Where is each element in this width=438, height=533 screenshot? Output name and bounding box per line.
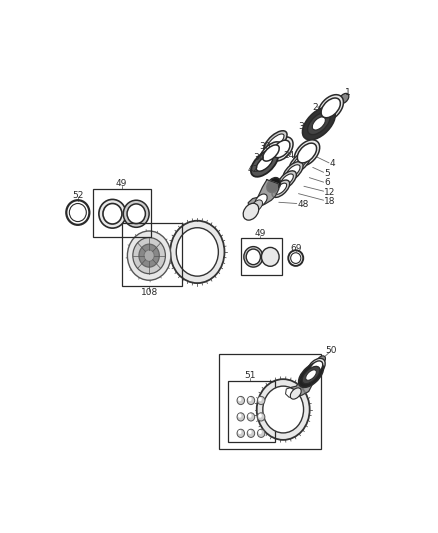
Ellipse shape: [237, 413, 244, 421]
Ellipse shape: [243, 203, 259, 220]
Ellipse shape: [270, 137, 293, 161]
Ellipse shape: [289, 152, 311, 173]
Ellipse shape: [292, 155, 307, 170]
Ellipse shape: [127, 204, 145, 224]
Text: 30: 30: [259, 142, 270, 151]
Bar: [241, 238, 282, 276]
Ellipse shape: [248, 414, 251, 418]
Text: 51: 51: [244, 372, 256, 381]
Text: 5: 5: [324, 168, 330, 177]
Ellipse shape: [238, 414, 241, 418]
Ellipse shape: [260, 142, 282, 164]
Ellipse shape: [124, 200, 149, 227]
Ellipse shape: [261, 247, 279, 266]
Text: 4: 4: [330, 159, 336, 168]
Ellipse shape: [258, 414, 262, 418]
Ellipse shape: [237, 429, 244, 438]
Text: 42: 42: [247, 165, 258, 174]
Ellipse shape: [246, 249, 261, 265]
Ellipse shape: [306, 370, 316, 380]
Ellipse shape: [263, 386, 304, 433]
Text: 3: 3: [298, 122, 304, 131]
Bar: [93, 189, 151, 237]
Ellipse shape: [272, 180, 290, 197]
Ellipse shape: [258, 429, 265, 438]
Ellipse shape: [248, 430, 251, 434]
Ellipse shape: [310, 361, 323, 375]
Ellipse shape: [257, 379, 310, 440]
Text: 2: 2: [312, 102, 318, 111]
Ellipse shape: [251, 200, 262, 211]
Ellipse shape: [247, 413, 254, 421]
Ellipse shape: [258, 397, 265, 405]
Ellipse shape: [258, 413, 265, 421]
Ellipse shape: [255, 194, 267, 206]
Text: 12: 12: [324, 188, 336, 197]
Ellipse shape: [317, 356, 325, 365]
Ellipse shape: [103, 204, 122, 224]
Ellipse shape: [280, 174, 293, 186]
Bar: [219, 354, 321, 449]
Text: 52: 52: [72, 191, 84, 200]
Ellipse shape: [133, 238, 166, 273]
Ellipse shape: [318, 95, 343, 121]
Text: 36: 36: [253, 152, 265, 161]
Ellipse shape: [283, 161, 303, 181]
Ellipse shape: [303, 107, 335, 140]
Text: 1: 1: [345, 88, 351, 97]
Ellipse shape: [263, 145, 279, 161]
Ellipse shape: [247, 397, 254, 405]
Ellipse shape: [339, 93, 349, 103]
Ellipse shape: [248, 397, 251, 401]
Ellipse shape: [290, 388, 301, 399]
Ellipse shape: [170, 221, 224, 283]
Ellipse shape: [312, 117, 325, 130]
Text: 108: 108: [141, 288, 158, 297]
Ellipse shape: [294, 140, 320, 166]
Ellipse shape: [297, 143, 317, 163]
Ellipse shape: [302, 366, 320, 384]
Text: 69: 69: [290, 244, 301, 253]
Ellipse shape: [286, 165, 300, 178]
Ellipse shape: [237, 397, 244, 405]
Ellipse shape: [238, 430, 241, 434]
Ellipse shape: [258, 430, 262, 434]
Text: 18: 18: [324, 197, 336, 206]
Ellipse shape: [176, 228, 219, 276]
Text: 49: 49: [116, 179, 127, 188]
Ellipse shape: [251, 150, 278, 177]
Ellipse shape: [238, 397, 241, 401]
Ellipse shape: [258, 397, 262, 401]
Text: 50: 50: [325, 346, 336, 355]
Ellipse shape: [139, 244, 159, 267]
Ellipse shape: [256, 156, 273, 171]
Text: 6: 6: [324, 179, 330, 188]
Bar: [122, 223, 182, 286]
Ellipse shape: [264, 131, 287, 153]
Ellipse shape: [267, 134, 284, 150]
Ellipse shape: [127, 231, 171, 280]
Ellipse shape: [307, 358, 325, 377]
Bar: [228, 381, 276, 442]
Ellipse shape: [321, 98, 340, 118]
Text: 24: 24: [283, 150, 295, 159]
Ellipse shape: [273, 140, 290, 158]
Ellipse shape: [144, 250, 154, 261]
Ellipse shape: [247, 429, 254, 438]
Ellipse shape: [99, 199, 126, 228]
Ellipse shape: [307, 112, 330, 135]
Ellipse shape: [278, 171, 297, 189]
Polygon shape: [248, 180, 279, 208]
Ellipse shape: [275, 183, 286, 195]
Ellipse shape: [244, 247, 263, 267]
Ellipse shape: [299, 362, 324, 387]
Text: 49: 49: [254, 229, 266, 238]
Ellipse shape: [267, 177, 281, 192]
Text: 48: 48: [297, 200, 309, 209]
Polygon shape: [286, 378, 312, 397]
